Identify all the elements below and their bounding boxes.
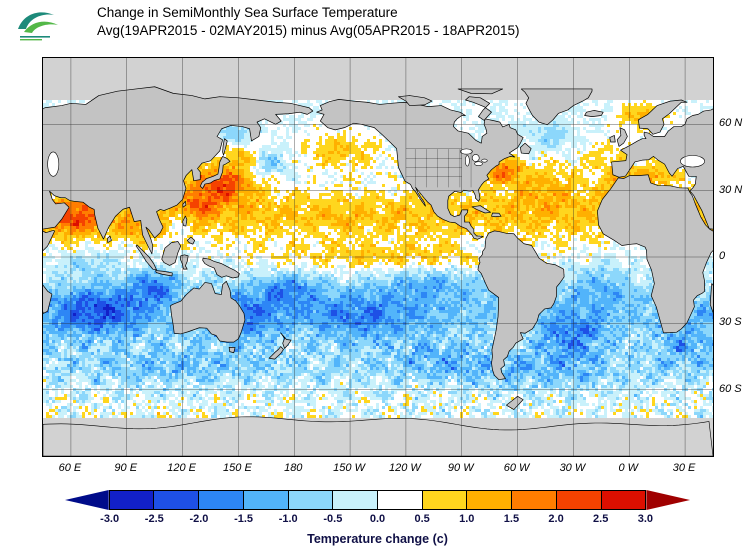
colorbar-tick: 2.0: [548, 513, 564, 525]
colorbar-segment: [199, 490, 244, 510]
colorbar-segment: [512, 490, 557, 510]
lat-tick-label: 30 S: [719, 316, 742, 329]
lon-tick-label: 60 E: [58, 462, 82, 474]
colorbar-tick: 2.5: [593, 513, 609, 525]
colorbar-tick: -0.5: [323, 513, 343, 525]
colorbar-segments: [65, 490, 691, 510]
chart-title: Change in SemiMonthly Sea Surface Temper…: [97, 5, 398, 20]
colorbar-tick: -1.0: [278, 513, 298, 525]
temperature-colorbar: -3.0 -2.5 -2.0 -1.5 -1.0 -0.5 0.0 0.5 1.0 1.5 2.0 2…: [65, 490, 691, 525]
colorbar-caption: Temperature change (c): [307, 532, 448, 546]
colorbar-segment: [154, 490, 200, 510]
colorbar-segment: [422, 490, 468, 510]
chart-subtitle: Avg(19APR2015 - 02MAY2015) minus Avg(05A…: [97, 23, 520, 38]
lon-tick-label: 120 W: [389, 462, 421, 474]
lon-tick-label: 150 E: [223, 462, 252, 474]
colorbar-segment: [333, 490, 379, 510]
map-frame: [42, 57, 714, 457]
colorbar-tick: -2.0: [189, 513, 209, 525]
lon-tick-label: 90 E: [114, 462, 138, 474]
lat-tick-label: 30 N: [719, 183, 743, 196]
colorbar-tick: 1.5: [503, 513, 520, 525]
colorbar-tick: 0.0: [369, 513, 386, 525]
colorbar-segment: [646, 490, 691, 510]
lon-tick-label: 30 W: [559, 462, 586, 474]
colorbar-tick: 1.0: [459, 513, 475, 525]
title-block: Change in SemiMonthly Sea Surface Temper…: [97, 4, 520, 40]
colorbar-tick: -1.5: [234, 513, 254, 525]
lon-tick-label: 150 W: [333, 462, 365, 474]
colorbar-segment: [65, 490, 109, 510]
lon-tick-label: 0 W: [618, 462, 639, 474]
colorbar-segment: [243, 490, 289, 510]
noaa-logo: [14, 3, 66, 43]
lon-tick-label: 30 E: [672, 462, 696, 474]
lat-tick-label: 60 S: [719, 382, 742, 395]
colorbar-segment: [378, 490, 423, 510]
colorbar-segment: [467, 490, 513, 510]
lon-tick-label: 60 W: [503, 462, 530, 474]
colorbar-segment: [556, 490, 602, 510]
colorbar-tick: -3.0: [100, 513, 120, 525]
colorbar-tick: 0.5: [414, 513, 430, 525]
colorbar-segment: [601, 490, 647, 510]
colorbar-tick: 3.0: [637, 513, 653, 525]
lon-tick-label: 180: [284, 462, 303, 474]
lon-tick-label: 90 W: [447, 462, 474, 474]
colorbar-segment: [108, 490, 155, 510]
colorbar-segment: [288, 490, 334, 510]
colorbar-tick: -2.5: [144, 513, 164, 525]
noaa-logo-graphic: [18, 12, 58, 41]
world-sst-anomaly-map: [43, 58, 713, 456]
lon-tick-label: 120 E: [167, 462, 196, 474]
lat-tick-label: 0: [719, 250, 726, 262]
lat-tick-label: 60 N: [719, 117, 743, 130]
